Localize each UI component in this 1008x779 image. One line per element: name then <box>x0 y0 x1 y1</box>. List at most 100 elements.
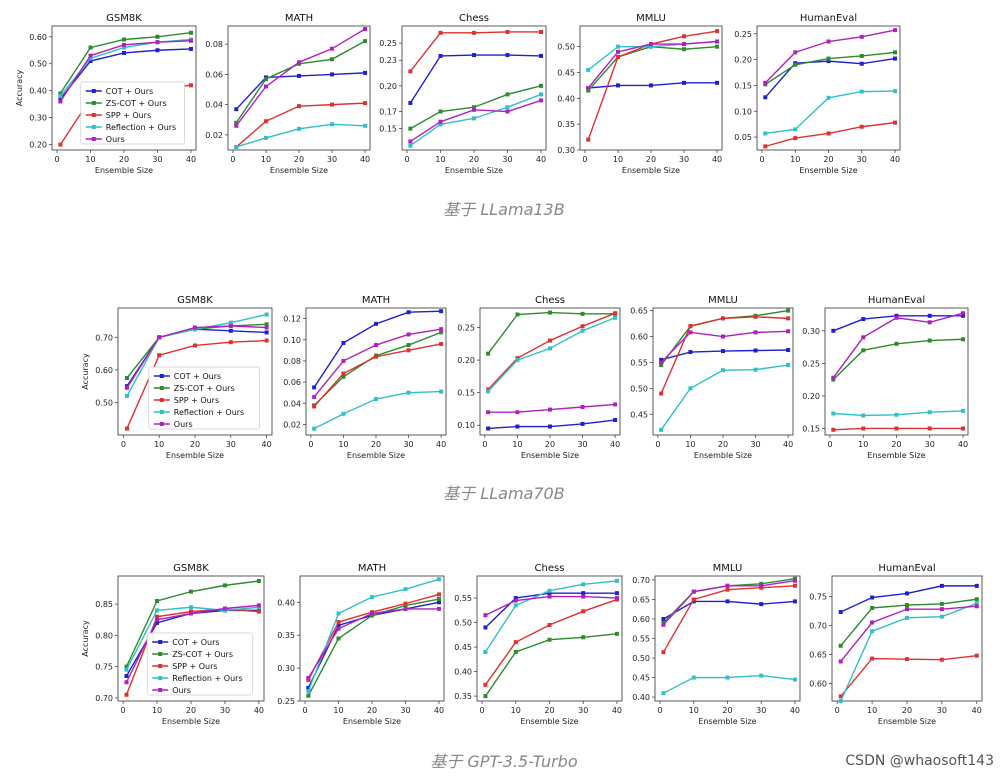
legend-label: SPP + Ours <box>106 111 151 120</box>
data-point <box>486 389 491 394</box>
data-point <box>439 341 444 346</box>
y-tick-label: 0.65 <box>809 650 827 659</box>
y-tick-label: 0.45 <box>454 643 472 652</box>
series-refl <box>408 92 543 148</box>
legend-label: Ours <box>172 686 191 695</box>
series-refl <box>838 601 979 703</box>
data-point <box>927 320 932 325</box>
chart-llama70b-humaneval: HumanEval 0 10 20 30 40 0.15 0.20 0.25 0.30 Ensemb… <box>802 295 969 460</box>
data-point <box>263 76 268 81</box>
data-point <box>961 313 966 318</box>
y-tick-label: 0.75 <box>809 592 827 601</box>
x-tick-label: 10 <box>435 155 445 164</box>
data-point <box>297 60 301 65</box>
y-tick-label: 0.04 <box>283 399 301 408</box>
x-tick-label: 40 <box>186 155 196 164</box>
legend-label: ZS-COT + Ours <box>106 99 167 108</box>
data-point <box>691 597 696 602</box>
data-point <box>330 102 335 107</box>
x-tick-label: 10 <box>152 706 162 715</box>
series-zs <box>124 579 261 669</box>
data-point <box>189 605 193 610</box>
data-point <box>155 34 160 39</box>
data-point <box>439 389 444 394</box>
data-point <box>614 578 619 583</box>
data-point <box>753 314 758 319</box>
y-tick-label: 0.75 <box>95 663 113 672</box>
data-point <box>374 354 378 359</box>
data-point <box>336 636 341 641</box>
chart-title: HumanEval <box>878 563 935 574</box>
data-point <box>306 689 311 694</box>
data-point <box>234 107 239 112</box>
y-tick-label: 0.85 <box>95 600 113 609</box>
data-point <box>792 583 797 588</box>
y-tick-label: 0.70 <box>632 576 650 585</box>
data-point <box>682 42 687 47</box>
data-point <box>586 86 591 90</box>
legend-label: Ours <box>106 135 125 144</box>
series-cot <box>659 347 791 362</box>
data-point <box>614 596 619 601</box>
data-point <box>581 594 586 599</box>
data-point <box>406 343 411 348</box>
data-point <box>691 675 696 680</box>
chart-gpt-3-5-turbo-humaneval: HumanEval 0 10 20 30 40 0.60 0.65 0.70 0.75 Ensemb… <box>809 563 983 726</box>
data-point <box>961 337 966 342</box>
data-point <box>838 610 843 615</box>
legend-marker <box>159 386 164 390</box>
series-ours <box>486 402 618 415</box>
data-point <box>974 604 979 609</box>
data-point <box>927 426 932 431</box>
data-point <box>613 315 618 320</box>
series-refl <box>312 389 444 431</box>
data-point <box>505 109 510 114</box>
data-point <box>472 105 476 110</box>
data-point <box>894 315 899 320</box>
data-point <box>486 426 491 431</box>
data-point <box>715 44 720 49</box>
series-cot <box>486 418 618 431</box>
data-point <box>124 674 129 678</box>
x-tick-label: 0 <box>230 155 235 164</box>
data-point <box>715 29 720 34</box>
data-point <box>436 606 441 611</box>
data-point <box>974 653 979 658</box>
data-point <box>505 53 510 58</box>
x-tick-label: 30 <box>756 706 766 715</box>
data-point <box>189 589 193 594</box>
y-tick-label: 0.30 <box>802 327 820 336</box>
y-tick-label: 0.15 <box>734 81 752 90</box>
x-tick-label: 30 <box>220 706 230 715</box>
data-point <box>189 611 193 616</box>
legend-label: ZS-COT + Ours <box>172 650 233 659</box>
x-axis-label: Ensemble Size <box>622 166 680 175</box>
x-tick-label: 40 <box>610 440 620 449</box>
data-point <box>439 327 444 332</box>
data-point <box>688 386 693 391</box>
y-tick-label: 0.40 <box>29 87 47 96</box>
y-tick-label: 0.65 <box>630 307 648 316</box>
x-tick-label: 0 <box>582 155 587 164</box>
data-point <box>870 656 875 661</box>
y-tick-label: 0.10 <box>734 107 752 116</box>
data-point <box>974 597 979 602</box>
data-point <box>870 629 875 634</box>
data-point <box>122 50 126 55</box>
series-zs <box>838 597 979 648</box>
x-axis-label: Ensemble Size <box>343 717 401 726</box>
y-tick-label: 0.08 <box>205 40 223 49</box>
data-point <box>961 426 966 431</box>
data-point <box>613 402 618 407</box>
series-refl <box>486 315 618 394</box>
y-tick-label: 0.60 <box>632 615 650 624</box>
y-tick-label: 0.15 <box>379 125 397 134</box>
data-point <box>306 693 311 698</box>
data-point <box>436 577 441 582</box>
x-tick-label: 30 <box>403 440 413 449</box>
data-point <box>263 135 268 140</box>
chart-title: MATH <box>285 13 313 24</box>
data-point <box>234 123 239 128</box>
legend: COT + Ours ZS-COT + Ours SPP + Ours Reflect… <box>148 366 261 430</box>
